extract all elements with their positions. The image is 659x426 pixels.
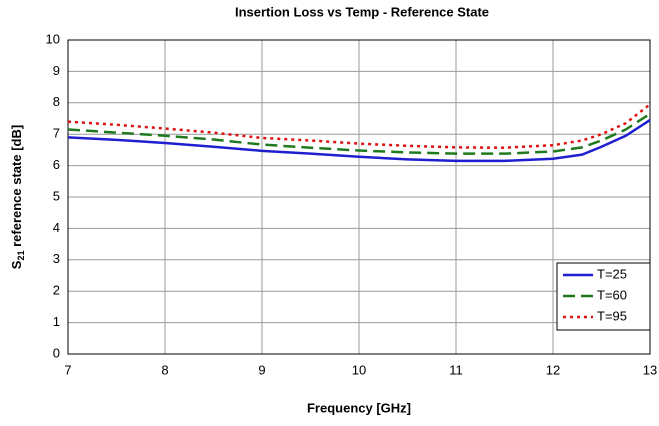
y-tick-label: 7 bbox=[53, 126, 60, 141]
legend-label: T=60 bbox=[597, 287, 627, 302]
x-tick-label: 12 bbox=[546, 362, 560, 377]
legend-label: T=95 bbox=[597, 308, 627, 323]
legend: T=25 T=60 T=95 bbox=[556, 262, 651, 331]
y-tick-label: 1 bbox=[53, 314, 60, 329]
y-tick-label: 2 bbox=[53, 283, 60, 298]
chart-title: Insertion Loss vs Temp - Reference State bbox=[235, 4, 489, 19]
y-tick-label: 6 bbox=[53, 157, 60, 172]
legend-label: T=25 bbox=[597, 266, 627, 281]
x-tick-label: 8 bbox=[161, 362, 168, 377]
y-tick-label: 4 bbox=[53, 220, 60, 235]
x-tick-label: 13 bbox=[643, 362, 657, 377]
x-tick-label: 11 bbox=[449, 362, 463, 377]
y-axis-label: S21 reference state [dB] bbox=[9, 125, 26, 269]
series-line bbox=[67, 119, 651, 163]
y-label-text: reference state [dB] bbox=[9, 125, 24, 251]
x-tick-label: 10 bbox=[352, 362, 366, 377]
y-tick-label: 5 bbox=[53, 188, 60, 203]
y-label-subscript: 21 bbox=[16, 251, 26, 261]
y-tick-label: 10 bbox=[46, 31, 60, 46]
y-label-symbol: S bbox=[9, 260, 24, 269]
y-tick-label: 9 bbox=[53, 63, 60, 78]
y-tick-label: 3 bbox=[53, 251, 60, 266]
plot-frame bbox=[67, 39, 651, 355]
x-axis-label: Frequency [GHz] bbox=[307, 400, 411, 415]
series-line bbox=[67, 112, 651, 155]
x-tick-label: 7 bbox=[64, 362, 71, 377]
y-tick-label: 8 bbox=[53, 94, 60, 109]
series-line bbox=[67, 103, 651, 149]
x-tick-label: 9 bbox=[258, 362, 265, 377]
y-tick-label: 0 bbox=[53, 345, 60, 360]
